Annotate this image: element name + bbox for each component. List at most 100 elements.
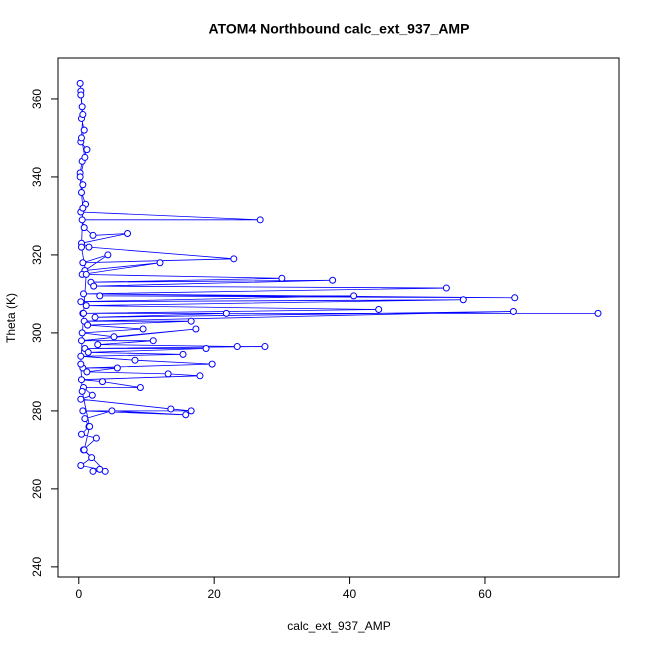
- data-point: [79, 204, 87, 212]
- data-point: [208, 360, 216, 368]
- y-tick-label: 280: [30, 401, 44, 421]
- data-point: [94, 341, 102, 349]
- data-point: [77, 134, 85, 142]
- data-point: [80, 446, 88, 454]
- data-point: [82, 302, 90, 310]
- data-line: [79, 83, 599, 472]
- data-point: [80, 126, 88, 134]
- x-tick-label: 20: [207, 587, 221, 601]
- x-axis-label: calc_ext_937_AMP: [287, 619, 390, 633]
- data-point: [233, 343, 241, 351]
- data-point: [139, 325, 147, 333]
- data-point: [86, 422, 94, 430]
- data-point: [110, 333, 118, 341]
- data-point: [77, 337, 85, 345]
- y-tick-label: 300: [30, 323, 44, 343]
- data-point: [375, 306, 383, 314]
- data-point: [77, 91, 85, 99]
- data-point: [77, 461, 85, 469]
- chart-title: ATOM4 Northbound calc_ext_937_AMP: [209, 21, 470, 37]
- data-point: [77, 430, 85, 438]
- data-point: [79, 259, 87, 267]
- data-point: [89, 231, 97, 239]
- data-point: [594, 309, 602, 317]
- data-point: [187, 317, 195, 325]
- y-tick-label: 320: [30, 245, 44, 265]
- data-point: [90, 282, 98, 290]
- data-point: [96, 292, 104, 300]
- x-tick-label: 60: [478, 587, 492, 601]
- data-point: [124, 229, 132, 237]
- x-tick-label: 0: [75, 587, 82, 601]
- data-point: [77, 243, 85, 251]
- data-point: [77, 376, 85, 384]
- data-point: [350, 292, 358, 300]
- data-point: [85, 243, 93, 251]
- data-point: [88, 454, 96, 462]
- data-point: [80, 224, 88, 232]
- data-point: [82, 270, 90, 278]
- data-point: [78, 329, 86, 337]
- data-point: [113, 364, 121, 372]
- x-tick-label: 40: [343, 587, 357, 601]
- data-point: [84, 321, 92, 329]
- data-point: [79, 181, 87, 189]
- data-point: [108, 407, 116, 415]
- y-tick-label: 240: [30, 557, 44, 577]
- data-point: [192, 325, 200, 333]
- y-axis-label: Theta (K): [4, 293, 18, 343]
- y-tick-label: 360: [30, 89, 44, 109]
- data-point: [136, 383, 144, 391]
- data-point: [77, 298, 85, 306]
- data-point: [187, 407, 195, 415]
- data-point: [182, 411, 190, 419]
- data-point: [179, 350, 187, 358]
- data-point: [156, 259, 164, 267]
- data-point: [230, 255, 238, 263]
- data-point: [98, 378, 106, 386]
- data-point: [79, 111, 87, 119]
- data-point: [80, 290, 88, 298]
- data-point: [149, 337, 157, 345]
- data-point: [131, 356, 139, 364]
- data-point: [89, 467, 97, 475]
- y-tick-label: 260: [30, 479, 44, 499]
- data-point: [459, 296, 467, 304]
- data-point: [164, 370, 172, 378]
- y-tick-label: 340: [30, 167, 44, 187]
- data-point: [76, 173, 84, 181]
- data-point: [83, 146, 91, 154]
- data-point: [83, 368, 91, 376]
- data-point: [80, 309, 88, 317]
- data-point: [442, 284, 450, 292]
- data-point: [79, 407, 87, 415]
- data-point: [92, 434, 100, 442]
- data-point: [81, 153, 89, 161]
- data-point: [261, 343, 269, 351]
- data-point: [91, 313, 99, 321]
- data-point: [76, 79, 84, 87]
- data-point: [101, 467, 109, 475]
- data-point: [77, 360, 85, 368]
- data-point: [77, 189, 85, 197]
- data-point: [196, 372, 204, 380]
- data-point: [329, 276, 337, 284]
- data-point: [77, 352, 85, 360]
- data-point: [77, 395, 85, 403]
- data-point: [511, 294, 519, 302]
- plot-frame: [57, 57, 620, 578]
- data-point: [278, 274, 286, 282]
- data-point: [222, 309, 230, 317]
- data-point: [509, 307, 517, 315]
- data-point: [78, 216, 86, 224]
- data-point: [256, 216, 264, 224]
- data-point: [88, 391, 96, 399]
- data-point: [167, 405, 175, 413]
- data-point: [104, 251, 112, 259]
- data-point: [81, 415, 89, 423]
- data-point: [202, 344, 210, 352]
- data-point: [84, 348, 92, 356]
- data-point: [78, 103, 86, 111]
- data-point: [78, 387, 86, 395]
